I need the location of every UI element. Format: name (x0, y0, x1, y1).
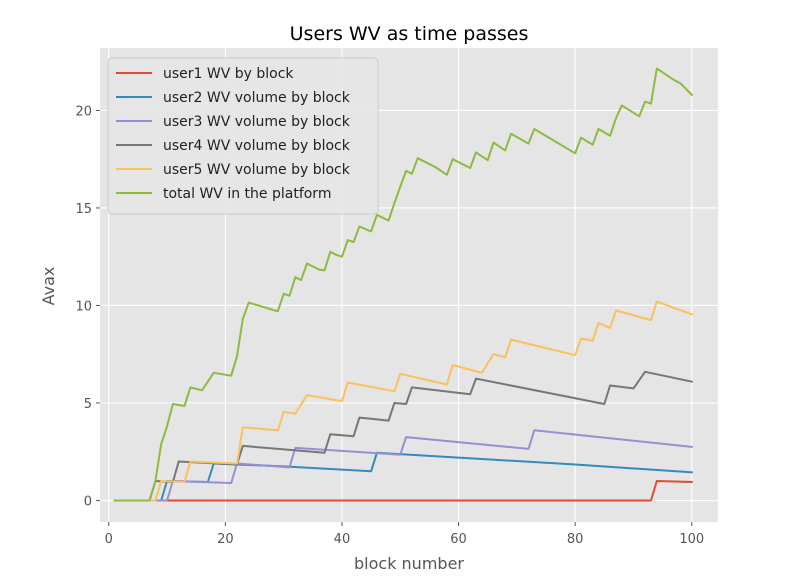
x-tick-label: 20 (217, 532, 234, 547)
series-line-4 (113, 370, 693, 502)
y-tick-label: 0 (84, 495, 92, 510)
legend-box (107, 57, 379, 215)
series-line-6 (113, 67, 694, 502)
legend-label: user1 WV by block (163, 66, 294, 82)
y-axis-ticks: 0 5 10 15 20 (75, 104, 100, 510)
series-line-3 (113, 429, 693, 502)
legend-label: user4 WV volume by block (163, 138, 351, 154)
y-tick-label: 15 (75, 202, 92, 217)
legend: user1 WV by block user2 WV volume by bloc… (107, 57, 379, 215)
series-lines (113, 67, 694, 502)
y-tick-label: 10 (75, 299, 92, 314)
x-tick-label: 40 (334, 532, 351, 547)
x-axis-ticks: 0 20 40 60 80 100 (105, 522, 704, 547)
x-tick-label: 60 (450, 532, 467, 547)
x-tick-label: 0 (105, 532, 113, 547)
y-tick-label: 20 (75, 104, 92, 119)
chart-title: Users WV as time passes (290, 23, 529, 45)
legend-label: total WV in the platform (163, 186, 331, 202)
x-axis-label: block number (354, 554, 464, 573)
y-axis-label: Avax (39, 267, 58, 306)
legend-label: user2 WV volume by block (163, 90, 351, 106)
legend-label: user5 WV volume by block (163, 162, 351, 178)
x-tick-label: 80 (567, 532, 584, 547)
series-line-1 (113, 480, 693, 502)
series-line-5 (113, 300, 694, 502)
x-tick-label: 100 (679, 532, 704, 547)
y-tick-label: 5 (84, 397, 92, 412)
legend-label: user3 WV volume by block (163, 114, 351, 130)
